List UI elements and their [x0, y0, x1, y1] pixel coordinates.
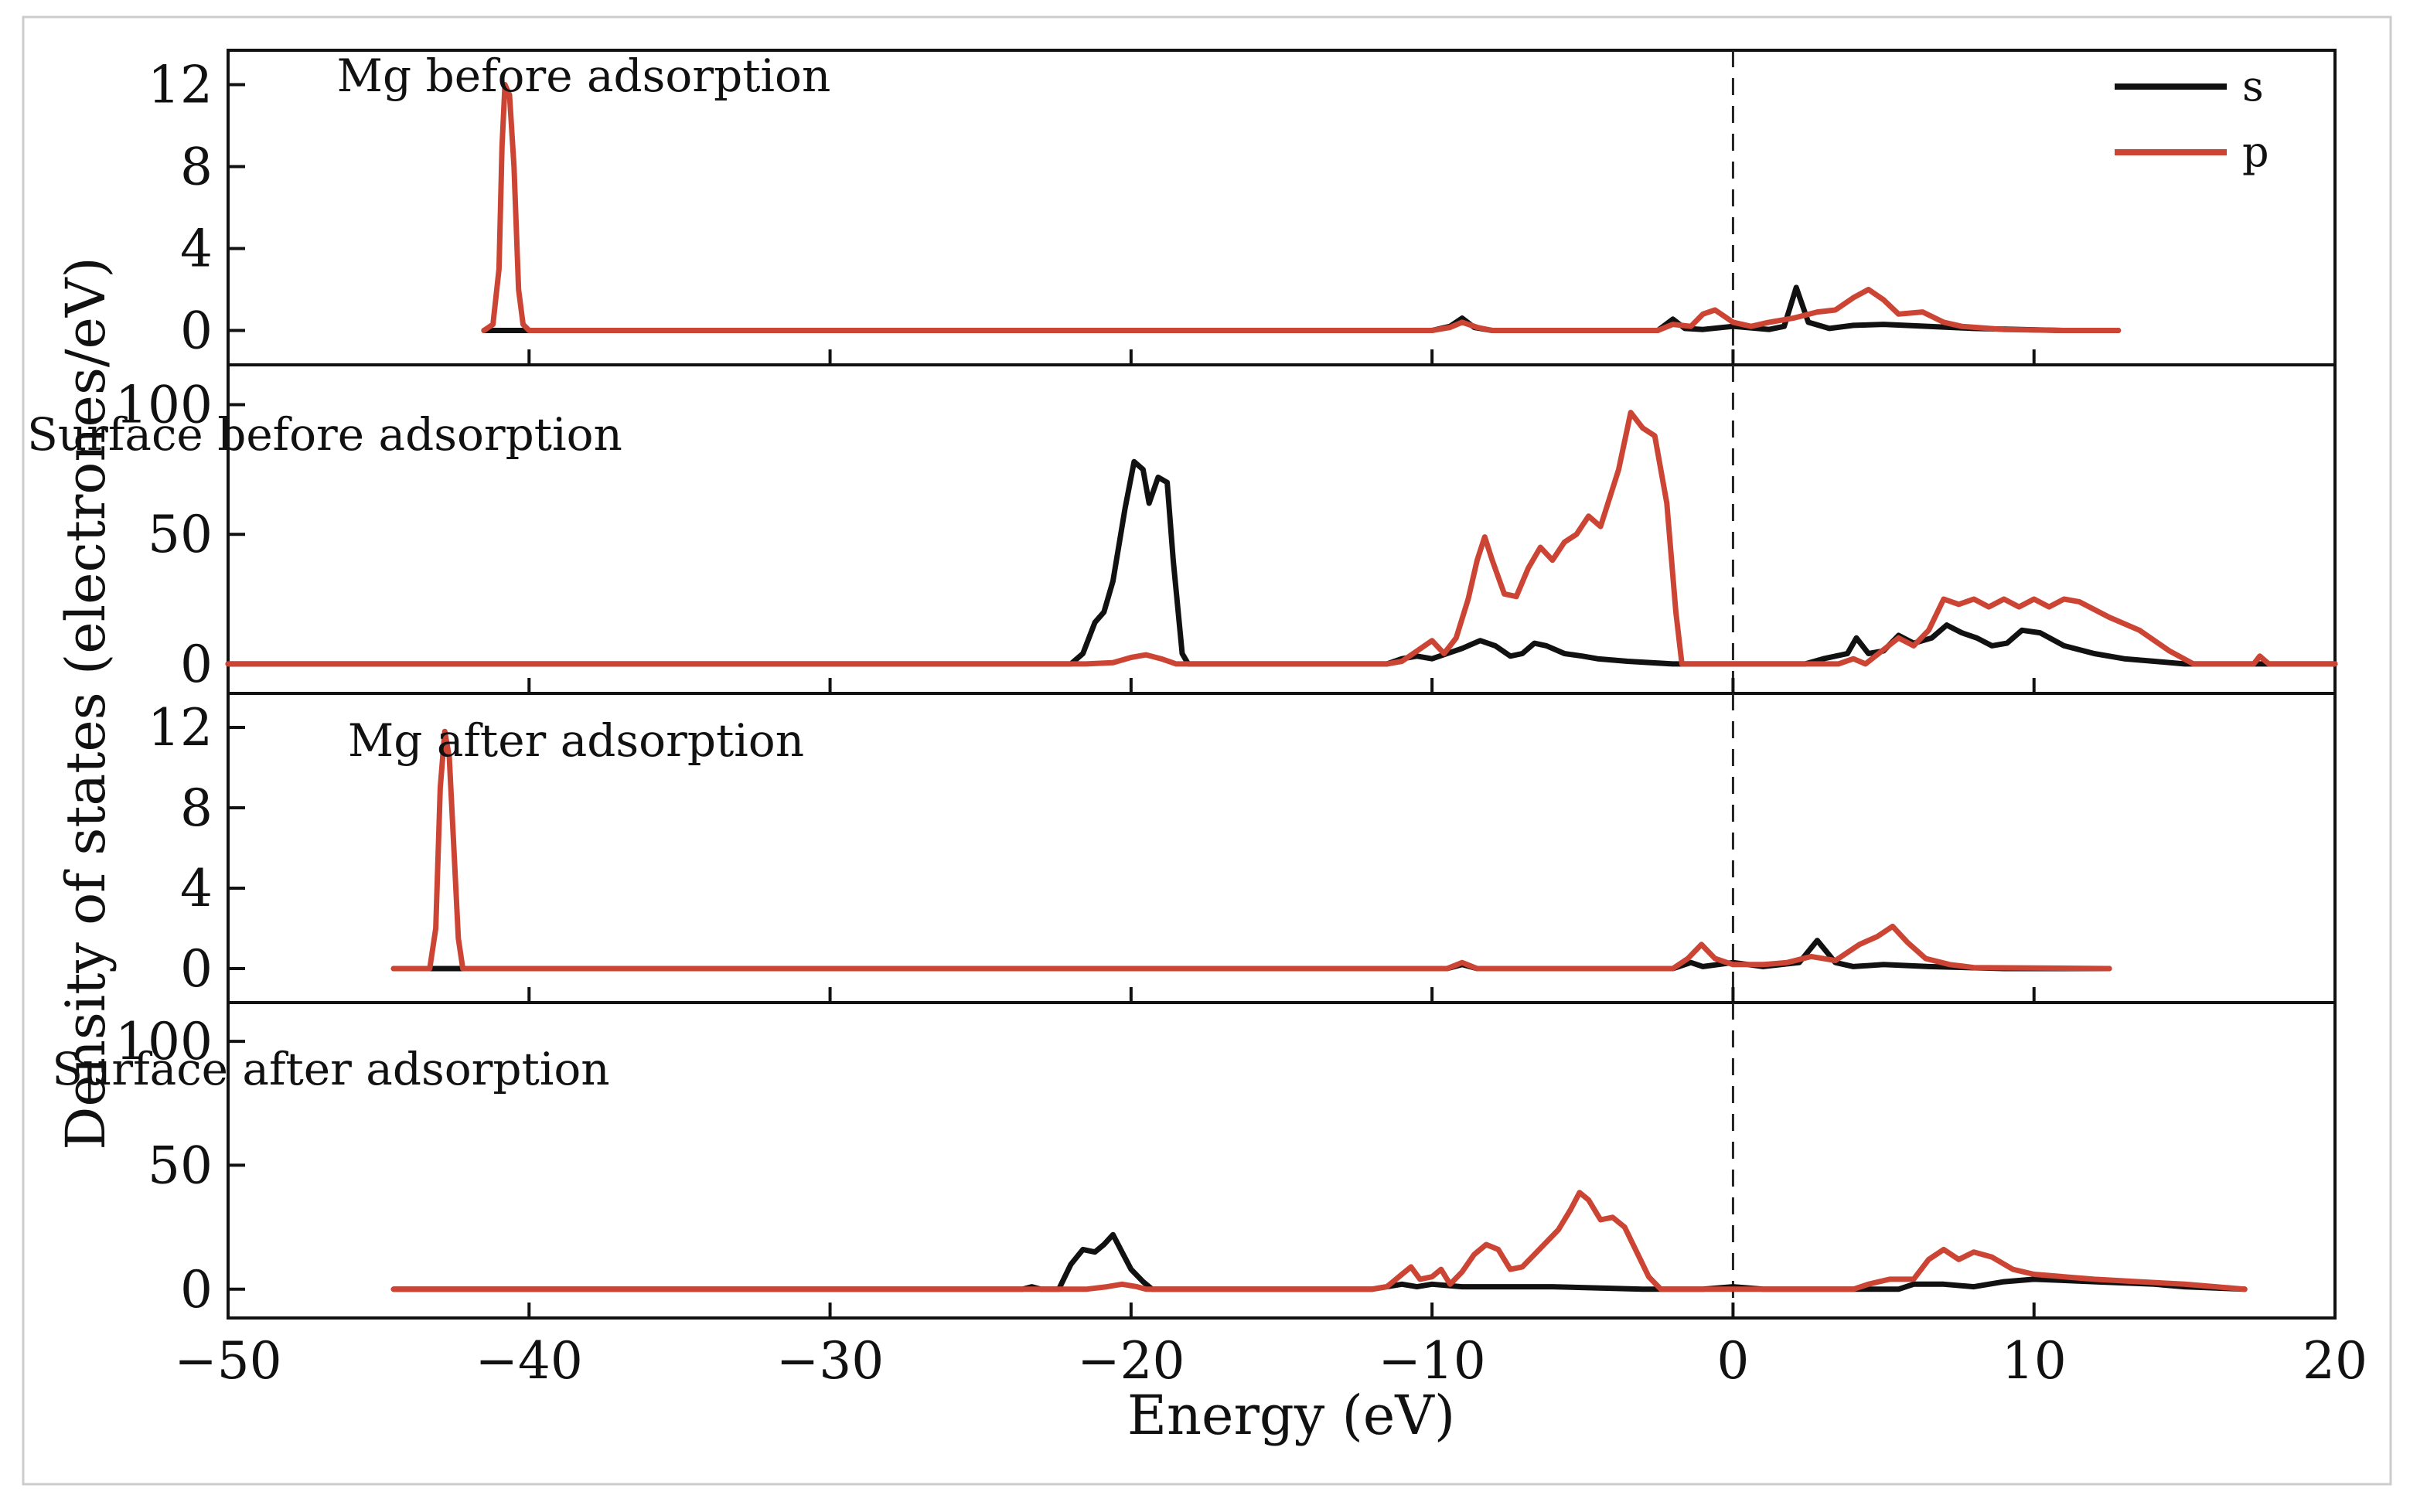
panel-label: Mg before adsorption — [337, 49, 831, 102]
y-axis-label: Density of states (electrones/eV) — [54, 257, 118, 1149]
x-tick-label: 10 — [2002, 1331, 2067, 1391]
y-tick-label: 12 — [148, 56, 213, 115]
series-line-p — [390, 728, 2112, 972]
series-line-s — [390, 1231, 2248, 1292]
y-tick-label: 0 — [180, 939, 213, 999]
panel-label: Surface before adsorption — [27, 408, 622, 461]
x-tick-label: 0 — [1716, 1331, 1749, 1391]
x-tick-label: −20 — [1077, 1331, 1185, 1391]
y-tick-label: 50 — [148, 1136, 213, 1195]
legend: sp — [2115, 62, 2269, 176]
y-tick-label: 100 — [115, 376, 213, 435]
x-tick-label: −40 — [476, 1331, 583, 1391]
y-tick-label: 8 — [180, 778, 213, 838]
series-line-s — [225, 458, 2338, 667]
y-tick-label: 100 — [115, 1012, 213, 1071]
y-tick-label: 8 — [180, 138, 213, 197]
y-tick-label: 50 — [148, 505, 213, 564]
figure-frame — [22, 15, 2392, 1486]
x-axis-label: Energy (eV) — [1127, 1384, 1455, 1447]
series-line-p — [225, 410, 2338, 667]
x-tick-label: 20 — [2303, 1331, 2367, 1391]
panel-3: 0 4 8 12 Mg after adsorption — [148, 692, 2337, 1004]
x-axis: −50 −40 −30 −20 −10 0 10 20 — [174, 1331, 2367, 1391]
y-tick-label: 4 — [180, 220, 213, 279]
y-tick-label: 4 — [180, 859, 213, 918]
y-tick-label: 0 — [180, 1260, 213, 1320]
panel-label: Surface after adsorption — [52, 1043, 609, 1095]
x-tick-label: −30 — [776, 1331, 884, 1391]
legend-label-p: p — [2242, 128, 2269, 176]
series-line-p — [390, 1190, 2248, 1292]
legend-label-s: s — [2242, 62, 2264, 111]
panel-frame — [227, 1001, 2337, 1320]
x-tick-label: −10 — [1378, 1331, 1485, 1391]
series-line-p — [481, 82, 2122, 333]
panel-label: Mg after adsorption — [348, 714, 804, 767]
y-tick-label: 12 — [148, 698, 213, 758]
y-tick-label: 0 — [180, 635, 213, 694]
x-tick-label: −50 — [174, 1331, 281, 1391]
y-tick-label: 0 — [180, 301, 213, 361]
